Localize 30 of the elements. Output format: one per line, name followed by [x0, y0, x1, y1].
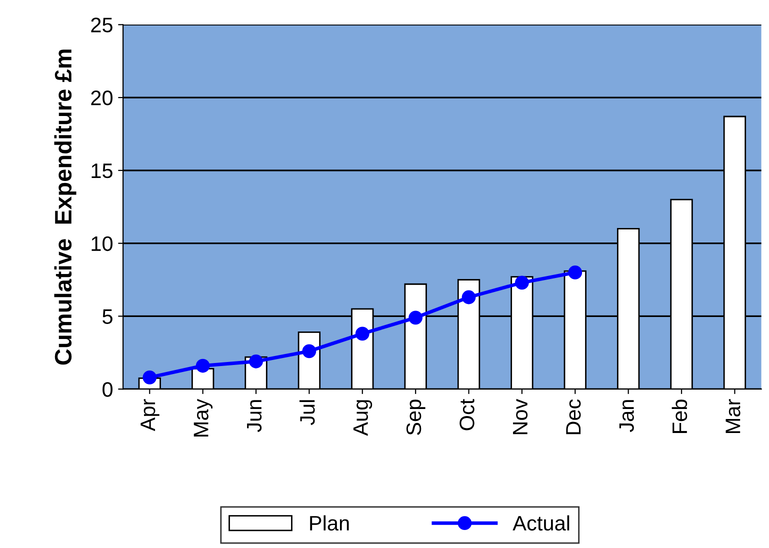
x-tick-label: Feb: [672, 400, 688, 433]
legend-label: Actual: [512, 515, 570, 531]
y-tick-label: 0: [102, 382, 113, 397]
point: [568, 266, 582, 280]
point: [249, 354, 263, 368]
point: [408, 310, 423, 325]
x-tick-label: Nov: [513, 398, 528, 434]
x-tick-label: Aug: [353, 400, 372, 436]
legend-label: Plan: [310, 515, 349, 531]
point: [462, 290, 476, 304]
point: [355, 326, 370, 341]
point: [142, 370, 157, 384]
y-tick-label: 25: [91, 18, 112, 32]
y-tick-label: 10: [92, 236, 113, 252]
point: [302, 344, 316, 358]
x-tick-label: Jul: [299, 400, 315, 426]
x-tick-label: Jun: [247, 400, 262, 432]
point: [196, 358, 210, 373]
y-tick-label: 15: [92, 164, 112, 178]
x-tick-label: Sep: [406, 400, 426, 435]
x-tick-label: Dec: [566, 399, 581, 434]
y-axis-title: Cumulative Expenditure £m: [54, 50, 76, 365]
x-tick-label: May: [194, 398, 213, 436]
y-tick-label: 20: [91, 90, 113, 106]
x-tick-label: Jan: [619, 400, 634, 432]
x-tick-label: Apr: [140, 399, 160, 432]
point: [515, 276, 529, 290]
x-tick-label: Mar: [726, 399, 740, 433]
y-tick-label: 5: [102, 309, 112, 324]
x-tick-label: Oct: [460, 398, 474, 430]
